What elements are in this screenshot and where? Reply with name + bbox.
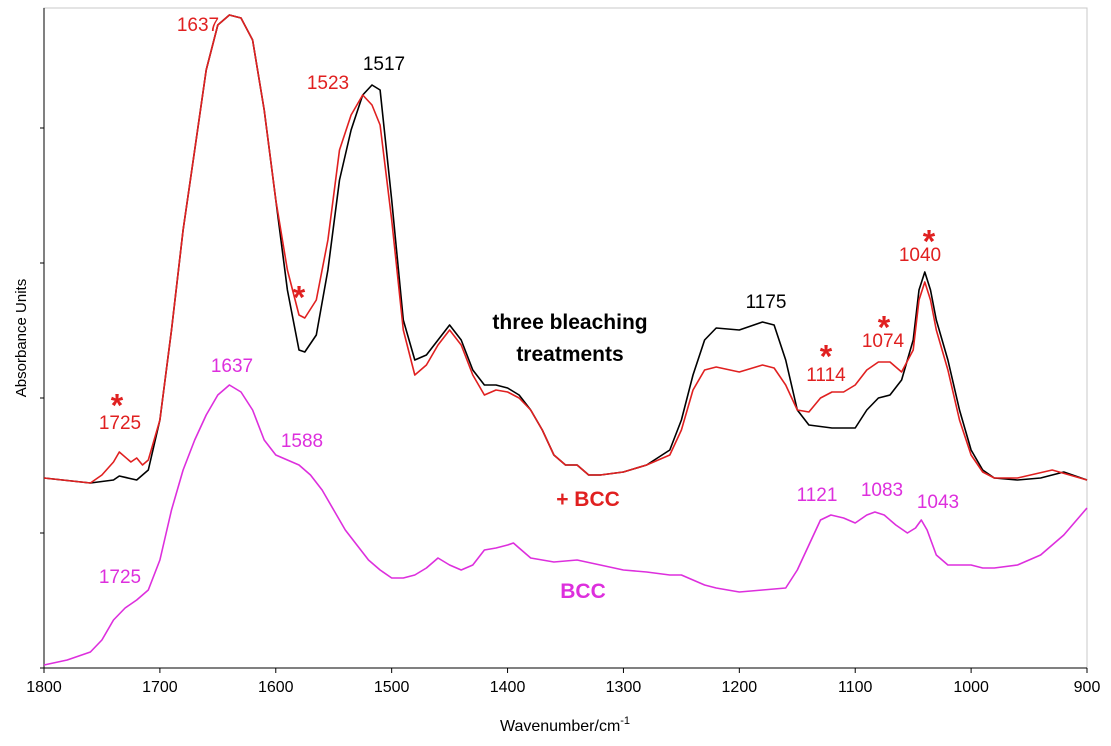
series-line — [43, 14, 1088, 484]
peak-label: 1523 — [307, 73, 349, 94]
x-tick-label: 1700 — [142, 679, 178, 696]
peak-label: 1725 — [99, 413, 141, 434]
x-tick-label: 900 — [1074, 679, 1101, 696]
peak-label: 1637 — [177, 15, 219, 36]
x-tick-label: 1200 — [722, 679, 758, 696]
peak-label: 1175 — [746, 292, 787, 313]
x-tick-label: 1500 — [374, 679, 410, 696]
x-tick-label: 1000 — [953, 679, 989, 696]
peak-label: 1121 — [797, 485, 838, 506]
peak-label: 1083 — [861, 480, 903, 501]
series-label: BCC — [560, 580, 606, 603]
asterisk: * — [878, 309, 891, 345]
peak-label: 1043 — [917, 492, 959, 513]
peak-label: 1588 — [281, 431, 323, 452]
asterisk: * — [923, 223, 936, 259]
peak-label: 1637 — [211, 356, 253, 377]
peak-label: 1517 — [363, 54, 405, 75]
peak-label: 1074 — [862, 331, 905, 352]
x-tick-label: 1300 — [606, 679, 642, 696]
series-line — [43, 384, 1088, 666]
x-axis-label: Wavenumber/cm-1 — [500, 715, 630, 735]
series-label: three bleaching treatments — [492, 311, 648, 366]
asterisk: * — [293, 279, 306, 315]
series-label: + BCC — [556, 488, 620, 511]
y-axis-label: Absorbance Units — [13, 279, 30, 397]
asterisk: * — [111, 387, 124, 423]
x-axis-label-text: Wavenumber/cm — [500, 718, 620, 735]
x-tick-label: 1600 — [258, 679, 294, 696]
peak-label: 1725 — [99, 567, 141, 588]
peak-label: 1114 — [806, 365, 846, 386]
x-tick-label: 1800 — [26, 679, 62, 696]
asterisk: * — [820, 338, 833, 374]
x-tick-label: 1400 — [490, 679, 526, 696]
peak-label: 1040 — [899, 245, 941, 266]
x-axis-label-sup: -1 — [620, 715, 630, 727]
x-tick-label: 1100 — [838, 679, 873, 696]
